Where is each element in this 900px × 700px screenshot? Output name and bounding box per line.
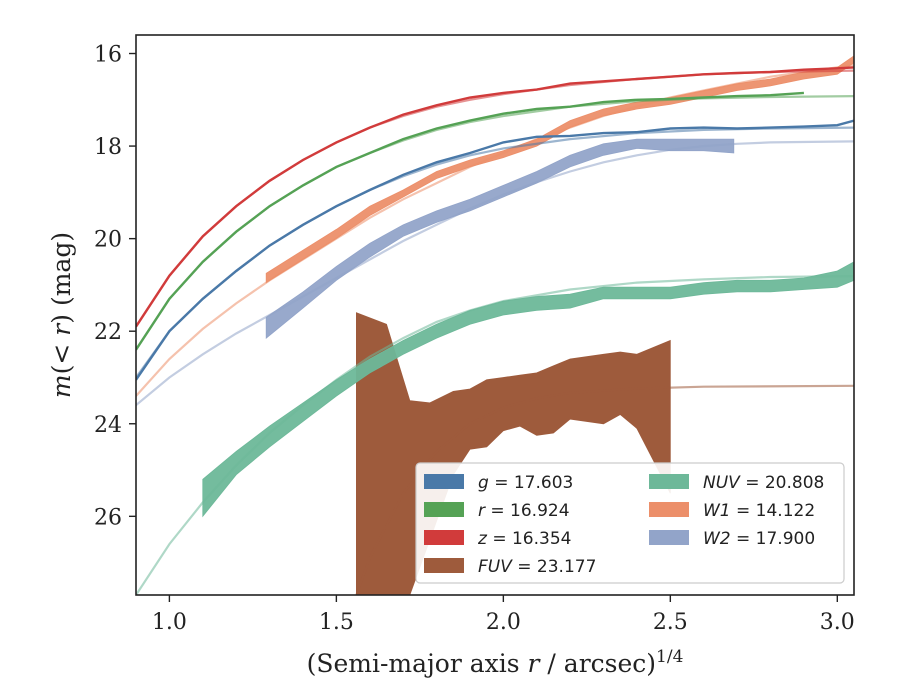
legend-swatch: [424, 558, 464, 573]
x-tick-label: 2.5: [653, 610, 688, 635]
y-tick-label: 16: [94, 43, 122, 68]
y-tick-label: 22: [94, 320, 122, 345]
y-tick-label: 18: [94, 135, 122, 160]
band-w1: [265, 55, 854, 284]
legend-swatch: [424, 502, 464, 517]
y-axis-label-var2: r: [47, 322, 76, 336]
model-curve-w2: [136, 140, 854, 407]
x-tick-label: 1.5: [319, 610, 354, 635]
legend-label-value: = 17.603: [489, 473, 574, 493]
legend-label-value: = 16.354: [487, 529, 572, 549]
model-curve-fuv: [355, 384, 854, 595]
legend-swatch: [649, 474, 689, 489]
model-curve-nuv: [136, 275, 854, 595]
legend-item-fuv: FUV = 23.177: [424, 557, 596, 577]
x-tick-label: 3.0: [820, 610, 855, 635]
legend-label-var: W1: [703, 501, 731, 521]
legend-label-var: z: [477, 529, 488, 549]
x-axis-label-post: / arcsec): [539, 649, 656, 678]
model-curve-w1: [136, 64, 854, 397]
plot-frame: [135, 34, 855, 596]
legend-item-nuv: NUV = 20.808: [649, 473, 824, 493]
legend-label-var: NUV: [703, 473, 741, 493]
x-axis-label-sup: 1/4: [656, 647, 683, 667]
legend-label-var: W2: [703, 529, 731, 549]
legend-label: r = 16.924: [478, 501, 570, 521]
x-axis-label-pre: (Semi-major axis: [307, 649, 528, 678]
y-axis-ticks: 16 18 20 22 24 26: [94, 43, 136, 530]
x-tick-label: 2.0: [486, 610, 521, 635]
legend-swatch: [649, 530, 689, 545]
data-curve-z: [136, 66, 854, 328]
x-axis-label-var: r: [528, 649, 542, 678]
legend-label-value: = 16.924: [485, 501, 570, 521]
x-axis-ticks: 1.0 1.5 2.0 2.5 3.0: [152, 595, 855, 635]
legend-swatch: [649, 502, 689, 517]
legend-label-value: = 23.177: [512, 557, 597, 577]
y-axis-label: m(< r) (mag): [47, 232, 76, 398]
legend-item-w1: W1 = 14.122: [649, 501, 815, 521]
legend-swatch: [424, 474, 464, 489]
y-axis-label-var: m: [47, 374, 76, 398]
legend-label-var: FUV: [478, 557, 513, 577]
y-tick-label: 26: [94, 505, 122, 530]
x-tick-label: 1.0: [152, 610, 187, 635]
legend-label: W1 = 14.122: [703, 501, 815, 521]
legend-label-value: = 17.900: [731, 529, 816, 549]
y-axis-label-op: (<: [47, 336, 76, 375]
y-axis-label-tail: ) (mag): [47, 232, 76, 324]
legend-label-value: = 20.808: [740, 473, 825, 493]
legend-swatch: [424, 530, 464, 545]
legend-label: W2 = 17.900: [703, 529, 815, 549]
legend-item-r: r = 16.924: [424, 501, 570, 521]
legend-label: FUV = 23.177: [478, 557, 596, 577]
y-tick-label: 20: [94, 228, 122, 253]
y-tick-label: 24: [94, 413, 122, 438]
legend-label-value: = 14.122: [731, 501, 816, 521]
legend-label-var: r: [478, 501, 486, 521]
band-w2: [265, 138, 735, 339]
x-axis-label: (Semi-major axis r / arcsec)1/4: [307, 647, 684, 678]
legend-label: z = 16.354: [477, 529, 571, 549]
legend-label-var: g: [478, 473, 489, 493]
band-nuv: [202, 261, 854, 518]
legend-label: g = 17.603: [478, 473, 573, 493]
legend-item-z: z = 16.354: [424, 529, 571, 549]
data-curves: [136, 66, 854, 381]
legend-item-w2: W2 = 17.900: [649, 529, 815, 549]
data-curve-r: [136, 91, 804, 351]
data-curve-g: [136, 119, 854, 381]
legend-item-g: g = 17.603: [424, 473, 573, 493]
legend-frame: [415, 462, 845, 584]
legend-label: NUV = 20.808: [703, 473, 824, 493]
